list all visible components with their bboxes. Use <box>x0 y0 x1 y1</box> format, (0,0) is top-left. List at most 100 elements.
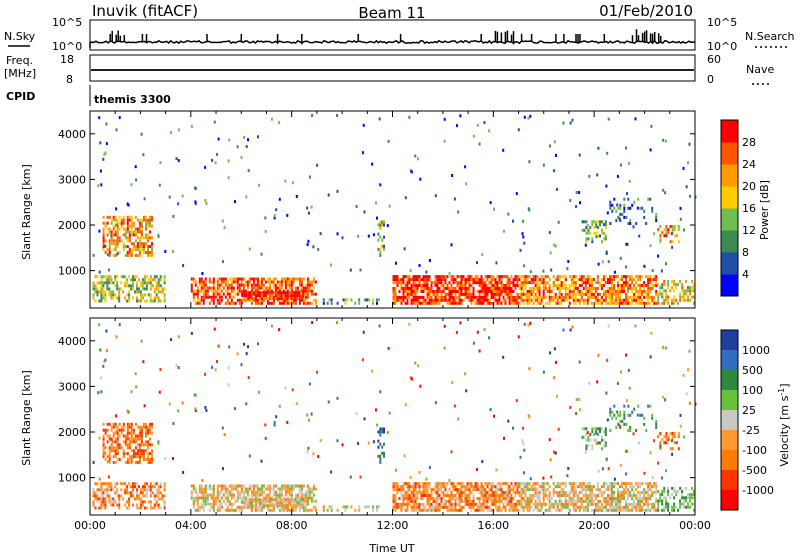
velocity-cell <box>569 406 572 409</box>
velocity-cell <box>687 505 689 509</box>
power-cell <box>474 278 477 282</box>
velocity-cell <box>627 429 630 432</box>
velocity-cell <box>468 505 471 509</box>
power-cell <box>456 301 459 305</box>
velocity-cell <box>276 487 279 491</box>
power-cell <box>102 293 105 297</box>
velocity-cell <box>440 488 443 492</box>
velocity-cell <box>379 430 382 434</box>
velocity-cell <box>664 346 667 350</box>
power-cell <box>403 247 406 251</box>
velocity-cell <box>244 490 247 494</box>
power-cell <box>247 294 250 298</box>
y-tick-label: 2000 <box>58 426 86 439</box>
velocity-cell <box>412 488 415 492</box>
power-cell <box>582 281 585 285</box>
power-cell <box>258 301 261 305</box>
power-cell <box>409 169 412 173</box>
velocity-cell <box>526 499 529 503</box>
velocity-cell <box>442 502 445 506</box>
power-cell <box>230 286 233 290</box>
velocity-cell <box>601 427 603 431</box>
power-cell <box>560 292 563 296</box>
velocity-cell <box>216 360 218 363</box>
velocity-cell <box>138 446 141 450</box>
velocity-cell <box>306 499 309 503</box>
velocity-cell <box>568 482 571 486</box>
power-cell <box>440 278 443 282</box>
power-cell <box>266 286 269 290</box>
power-cell <box>540 295 543 299</box>
power-cell <box>136 287 138 291</box>
velocity-cell <box>691 502 693 506</box>
power-cell <box>149 218 151 222</box>
velocity-cell <box>198 487 201 491</box>
velocity-cell <box>284 490 287 494</box>
velocity-cell <box>245 501 248 505</box>
velocity-cell <box>181 401 184 405</box>
power-cell <box>130 183 133 187</box>
velocity-cell <box>145 431 147 435</box>
power-cell <box>564 290 567 293</box>
velocity-cell <box>266 504 269 508</box>
power-cell <box>262 283 265 287</box>
power-cell <box>383 244 385 248</box>
power-cell <box>649 290 652 293</box>
velocity-cell <box>442 491 445 494</box>
velocity-cell <box>436 482 439 486</box>
velocity-cell <box>158 390 161 394</box>
power-cell <box>298 294 301 298</box>
power-cell <box>110 275 113 279</box>
power-cell <box>663 228 666 232</box>
velocity-cell <box>578 505 581 509</box>
power-cell <box>662 188 665 192</box>
velocity-cell <box>629 429 632 432</box>
velocity-cell <box>124 437 127 441</box>
power-cell <box>464 278 467 282</box>
power-cell <box>379 226 382 230</box>
velocity-cell <box>434 497 437 500</box>
power-cell <box>124 296 127 300</box>
velocity-cell <box>319 439 322 443</box>
velocity-cell <box>536 505 539 509</box>
velocity-cell <box>138 434 141 438</box>
velocity-cell <box>528 497 531 500</box>
power-cell <box>595 223 598 227</box>
power-cell <box>114 239 117 243</box>
power-cell <box>667 298 670 302</box>
power-cell <box>580 295 583 299</box>
velocity-cell <box>597 353 600 357</box>
velocity-cell <box>554 499 557 503</box>
velocity-cell <box>118 323 121 327</box>
power-cell <box>506 287 509 290</box>
power-cell <box>443 117 446 121</box>
velocity-cell <box>456 488 459 492</box>
velocity-cell <box>604 508 607 512</box>
power-cell <box>621 212 624 216</box>
power-cell <box>613 290 615 293</box>
power-cell <box>149 224 151 228</box>
power-cell <box>153 290 156 294</box>
power-cell <box>526 275 529 279</box>
power-cell <box>496 281 499 285</box>
velocity-cell <box>99 376 102 380</box>
velocity-cell <box>157 494 160 498</box>
power-cell <box>544 281 547 285</box>
velocity-cell <box>570 488 573 492</box>
power-cell <box>284 297 287 301</box>
velocity-cell <box>506 482 509 486</box>
power-cell <box>498 301 501 305</box>
velocity-cell <box>464 491 467 494</box>
power-cell <box>530 287 533 290</box>
power-cell <box>665 295 668 299</box>
velocity-cell <box>494 485 497 489</box>
power-cell <box>466 281 469 285</box>
power-cell <box>542 295 545 299</box>
power-cell <box>204 286 207 290</box>
velocity-cell <box>440 482 443 486</box>
power-cell <box>616 203 619 207</box>
velocity-cell <box>143 482 146 486</box>
power-cell <box>128 299 131 303</box>
velocity-cell <box>667 435 670 439</box>
